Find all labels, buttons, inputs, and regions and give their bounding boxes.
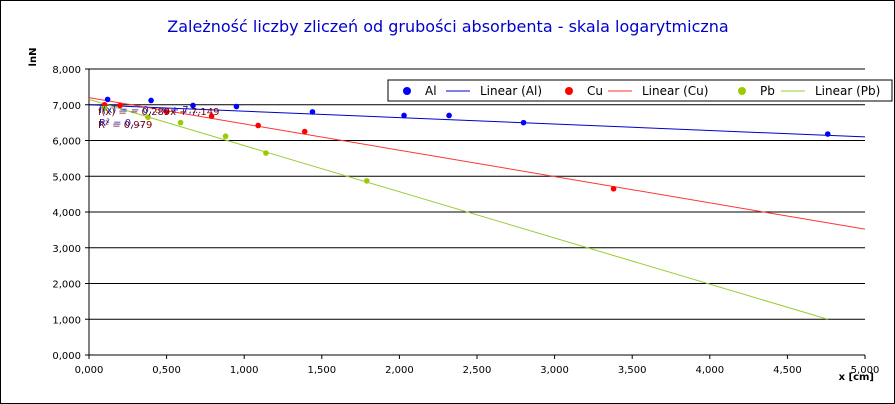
legend-label: Linear (Al) [480, 84, 542, 98]
legend-box [387, 79, 893, 102]
data-point [364, 178, 370, 184]
data-point [255, 122, 261, 129]
x-tick-label: 3,500 [618, 365, 647, 376]
regression-annotation: R² = 0,... [99, 118, 144, 129]
y-tick-label: 1,000 [52, 315, 81, 326]
y-axis-label: lnN [28, 48, 39, 67]
x-tick-label: 2,500 [463, 365, 492, 376]
data-point [148, 97, 154, 104]
x-axis-label: x [cm] [839, 372, 874, 383]
data-point [309, 109, 316, 115]
x-tick-labels: 0,000 0,500 1,000 1,500 2,000 2,500 3,000 3,500… [75, 365, 880, 376]
legend-marker [403, 87, 411, 95]
x-tick-label: 4,000 [695, 365, 724, 376]
trendline [88, 97, 866, 230]
data-point [824, 131, 831, 137]
legend-label: Linear (Cu) [642, 84, 708, 98]
regression-annotation: f(x) = − 0,...x + 7,... [99, 105, 201, 116]
y-tick-label: 6,000 [52, 137, 81, 148]
regression-annotation: f(x) = − 0,289x + 7,149 [98, 107, 219, 118]
y-tick-label: 3,000 [52, 244, 81, 255]
data-point [101, 105, 108, 112]
data-points [101, 96, 831, 192]
trendline-annotations: f(x) = − 0,289x + 7,149 R² = 0,979 f(x) = … [98, 105, 219, 131]
data-point [163, 109, 170, 115]
x-tick-label: 5,000 [851, 365, 880, 376]
trendlines [88, 97, 866, 320]
data-point [208, 113, 215, 119]
x-tick-label: 1,000 [230, 365, 259, 376]
x-tick-label: 1,500 [307, 365, 336, 376]
y-tick-label: 0,000 [52, 351, 81, 362]
legend-marker [565, 87, 573, 95]
x-tick-label: 3,000 [540, 365, 569, 376]
data-point [446, 112, 452, 119]
data-point [233, 103, 240, 110]
y-tick-labels: 0,000 1,000 2,000 3,000 4,000 5,000 6,000 7,000… [52, 65, 81, 362]
legend: Al Linear (Al) Cu Linear (Cu) Pb Linear (Pb) [387, 79, 893, 102]
trendline [88, 98, 828, 320]
x-tick-label: 0,500 [152, 365, 181, 376]
chart-title: Zależność liczby zliczeń od grubości abs… [167, 17, 728, 36]
data-point [117, 102, 123, 109]
data-point [301, 128, 308, 135]
legend-label: Al [425, 84, 437, 98]
regression-annotation: R² = 0,979 [98, 120, 152, 131]
axes [85, 68, 866, 359]
data-point [190, 102, 196, 109]
trendline [88, 104, 866, 138]
legend-label: Linear (Pb) [815, 84, 880, 98]
y-tick-label: 7,000 [52, 101, 81, 112]
data-point [401, 112, 407, 119]
data-point [104, 96, 111, 103]
data-point [177, 119, 184, 126]
y-tick-label: 8,000 [52, 65, 81, 76]
legend-marker [738, 87, 746, 95]
legend-label: Cu [587, 84, 603, 98]
data-point [263, 150, 269, 156]
data-point [520, 119, 527, 126]
y-tick-label: 2,000 [52, 280, 81, 291]
y-tick-label: 4,000 [52, 208, 81, 219]
data-point [145, 114, 151, 121]
data-point [222, 133, 229, 140]
legend-label: Pb [760, 84, 775, 98]
x-tick-label: 0,000 [75, 365, 104, 376]
x-tick-label: 2,000 [385, 365, 414, 376]
data-point [610, 185, 617, 192]
x-tick-label: 4,500 [773, 365, 802, 376]
y-tick-label: 5,000 [52, 172, 81, 183]
